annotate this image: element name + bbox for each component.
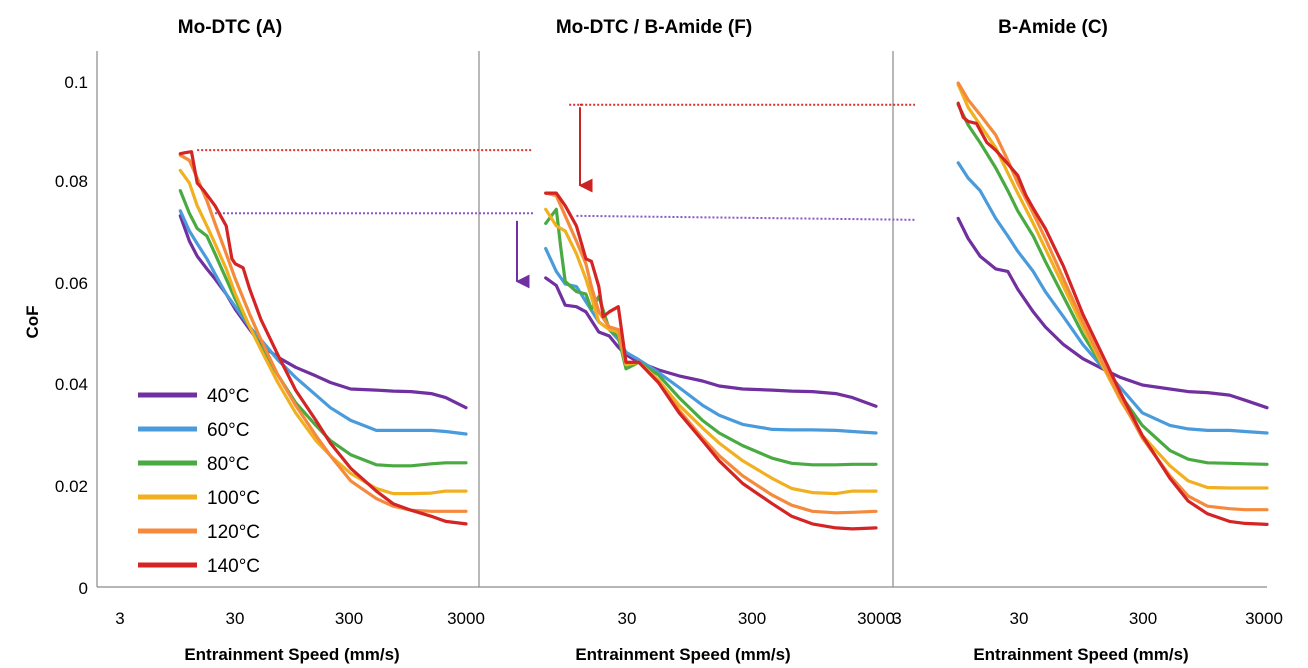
annotation-layer xyxy=(197,103,916,289)
x-tick-label-3000: 3000 xyxy=(1245,609,1283,628)
series-line-2-60C xyxy=(956,161,1269,435)
y-tick-label: 0.06 xyxy=(55,274,88,293)
panel-c-title: B-Amide (C) xyxy=(998,17,1108,38)
x-tick-label-3000: 3000 xyxy=(857,609,895,628)
series-line-1-140C xyxy=(544,191,878,531)
series-line-0-140C xyxy=(178,150,468,526)
series-line-2-140C xyxy=(956,101,1269,527)
x-tick-label-3: 3 xyxy=(115,609,124,628)
legend-label: 140°C xyxy=(207,556,260,577)
series-line-0-60C xyxy=(178,209,468,436)
series-line-2-40C xyxy=(956,216,1269,410)
series-line-0-100C xyxy=(178,168,468,496)
x-tick-label-30: 30 xyxy=(1010,609,1029,628)
series-line-1-80C xyxy=(544,207,878,467)
dotted-reference-line xyxy=(576,214,916,221)
y-tick-label: 0.08 xyxy=(55,172,88,191)
x-tick-label-300: 300 xyxy=(1129,609,1157,628)
legend-label: 100°C xyxy=(207,488,260,509)
y-tick-label: 0 xyxy=(79,579,88,598)
series-line-2-120C xyxy=(956,81,1269,512)
panel-a-title: Mo-DTC (A) xyxy=(178,17,282,38)
x-tick-label-300: 300 xyxy=(335,609,363,628)
y-axis-label: CoF xyxy=(23,305,42,338)
y-tick-label: 0.1 xyxy=(64,73,88,92)
panel-b-x-axis-label: Entrainment Speed (mm/s) xyxy=(575,645,790,664)
panel-b-title: Mo-DTC / B-Amide (F) xyxy=(556,17,752,38)
legend-label: 80°C xyxy=(207,454,249,475)
x-tick-label-300: 300 xyxy=(738,609,766,628)
series-line-0-40C xyxy=(178,214,468,410)
x-tick-label-30: 30 xyxy=(226,609,245,628)
legend-label: 40°C xyxy=(207,386,249,407)
x-tick-label-3000: 3000 xyxy=(447,609,485,628)
series-layer xyxy=(178,81,1269,531)
legend: 40°C 60°C 80°C 100°C 120°C 140°C xyxy=(138,386,260,577)
legend-label: 60°C xyxy=(207,420,249,441)
x-tick-label-30: 30 xyxy=(618,609,637,628)
y-tick-label: 0.04 xyxy=(55,375,88,394)
series-line-2-100C xyxy=(956,82,1269,490)
y-tick-label: 0.02 xyxy=(55,477,88,496)
series-line-2-80C xyxy=(956,103,1269,466)
x-tick-label-3: 3 xyxy=(892,609,901,628)
panel-a-x-axis-label: Entrainment Speed (mm/s) xyxy=(184,645,399,664)
legend-label: 120°C xyxy=(207,522,260,543)
panel-c-x-axis-label: Entrainment Speed (mm/s) xyxy=(973,645,1188,664)
series-line-1-40C xyxy=(544,276,878,408)
